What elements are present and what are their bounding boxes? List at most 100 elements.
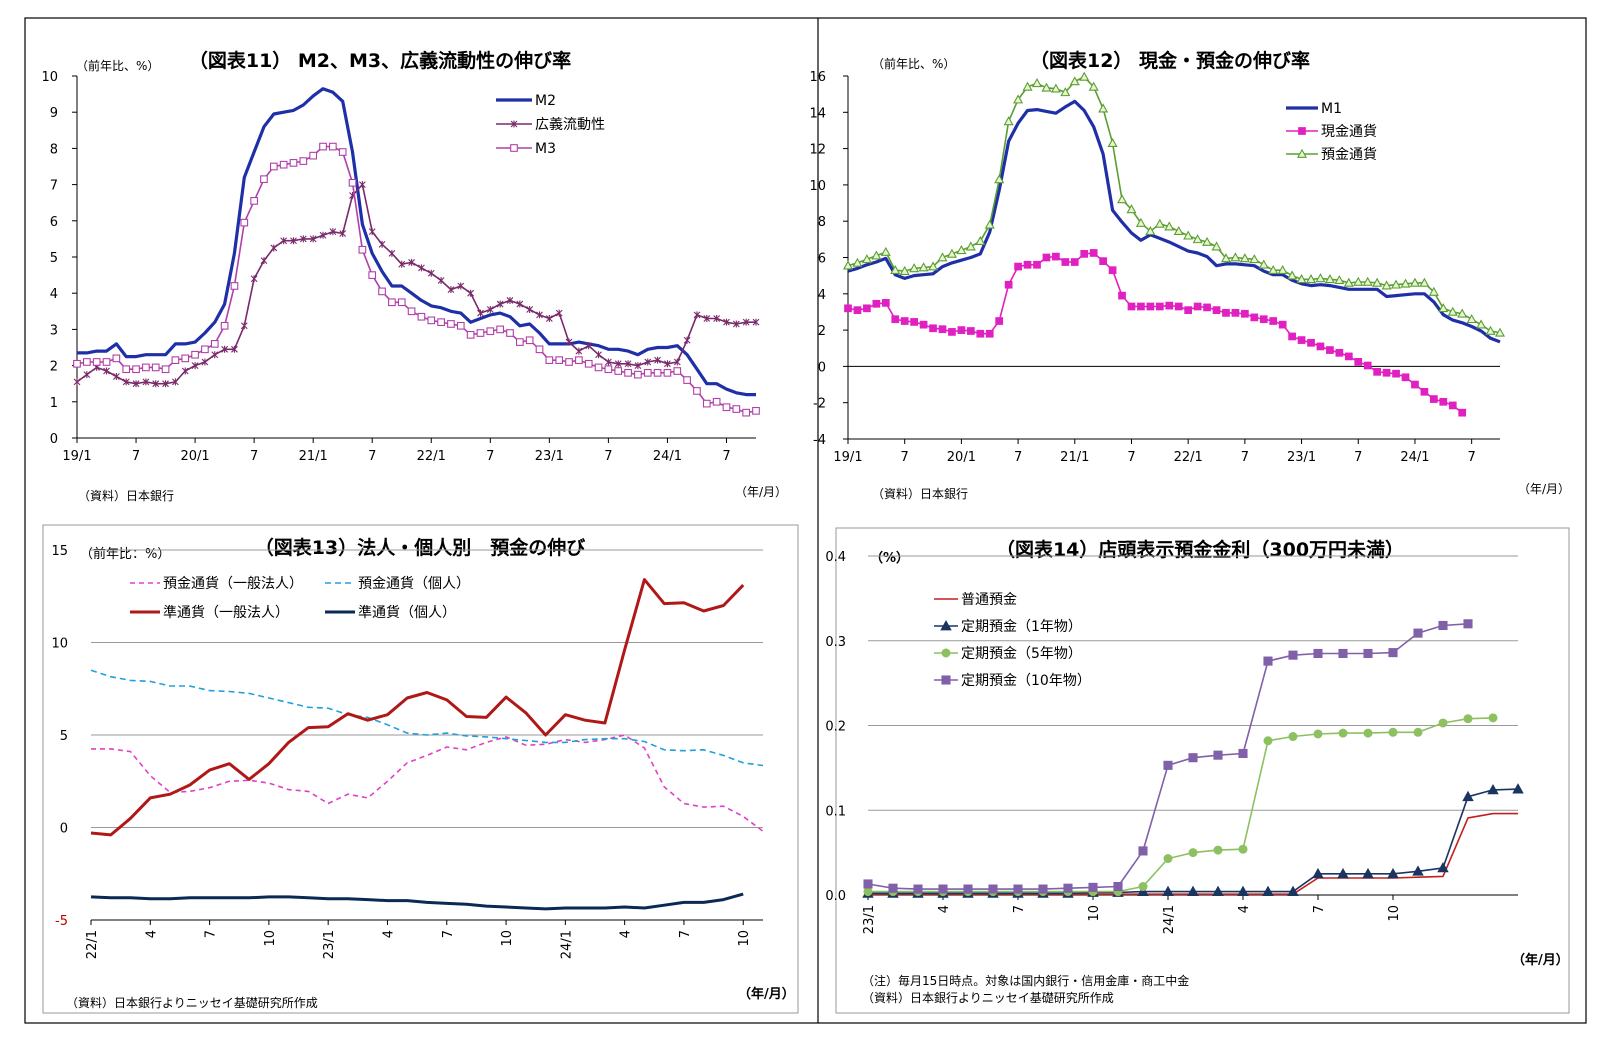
marker-circle xyxy=(1238,844,1248,854)
x-tick-label: 20/1 xyxy=(180,449,209,464)
marker-x xyxy=(280,237,288,245)
x-tick-label: 24/1 xyxy=(559,930,574,959)
marker-square xyxy=(594,363,603,372)
marker-triangle xyxy=(1192,234,1203,244)
y-tick-label: -4 xyxy=(813,433,826,448)
marker-triangle xyxy=(1239,253,1250,263)
marker-x xyxy=(250,275,258,283)
marker-x xyxy=(536,311,543,319)
marker-square xyxy=(1163,760,1173,770)
y-tick-label: 0.4 xyxy=(825,550,846,565)
marker-square xyxy=(358,245,367,254)
marker-square xyxy=(584,359,593,368)
marker-square xyxy=(92,358,101,366)
marker-triangle xyxy=(956,245,967,255)
y-tick-label: -2 xyxy=(813,397,826,412)
x-tick-label: 22/1 xyxy=(417,449,446,464)
x-tick-label: 7 xyxy=(722,449,730,464)
marker-x xyxy=(506,296,514,304)
marker-circle xyxy=(1388,727,1398,737)
marker-square xyxy=(693,387,701,395)
marker-triangle xyxy=(1372,277,1383,287)
marker-x xyxy=(555,309,563,317)
marker-triangle xyxy=(1154,218,1165,228)
marker-x xyxy=(752,318,760,326)
marker-triangle xyxy=(1315,273,1326,283)
marker-square xyxy=(456,321,465,330)
marker-triangle xyxy=(1230,252,1241,262)
marker-square xyxy=(1138,846,1148,856)
marker-x xyxy=(585,342,593,350)
marker-square xyxy=(604,365,613,374)
marker-x xyxy=(299,235,307,243)
marker-triangle xyxy=(899,265,910,275)
marker-square xyxy=(1038,884,1048,894)
marker-square xyxy=(988,884,998,894)
marker-x xyxy=(624,360,632,368)
marker-square xyxy=(1212,306,1221,314)
marker-triangle xyxy=(1447,306,1458,316)
chart-12-title: （図表12） 現金・預金の伸び率 xyxy=(1030,49,1310,72)
marker-triangle xyxy=(1107,137,1118,147)
marker-square xyxy=(872,299,881,308)
marker-square xyxy=(289,159,298,167)
marker-square xyxy=(506,329,514,337)
x-tick-label: 4 xyxy=(619,930,634,938)
marker-triangle xyxy=(1400,278,1411,288)
marker-square xyxy=(900,317,909,325)
x-tick-label: 7 xyxy=(368,449,376,464)
marker-x xyxy=(723,318,730,326)
x-tick-label: 4 xyxy=(144,930,159,938)
marker-square xyxy=(338,148,347,156)
series-line xyxy=(867,623,1469,890)
marker-square xyxy=(1388,648,1398,658)
marker-x xyxy=(191,362,199,370)
marker-square xyxy=(1231,309,1240,317)
marker-square xyxy=(299,157,308,165)
marker-square xyxy=(1288,332,1296,341)
marker-triangle xyxy=(1187,885,1199,896)
chart-13-axes: -5 0 5 10 15 22/1 4 7 10 23/1 4 7 10 24/1 4 7 10 xyxy=(51,544,763,959)
x-tick-label: 24/1 xyxy=(1162,905,1177,934)
marker-square xyxy=(417,312,426,321)
legend-label: M3 xyxy=(535,141,556,157)
marker-circle xyxy=(1288,732,1298,742)
x-tick-label: 7 xyxy=(1241,450,1249,465)
marker-triangle xyxy=(909,263,920,273)
marker-triangle xyxy=(1494,327,1506,337)
marker-triangle xyxy=(1202,236,1213,246)
marker-square xyxy=(643,368,652,377)
marker-x xyxy=(732,320,740,328)
marker-square xyxy=(919,320,928,329)
x-tick-label: 19/1 xyxy=(833,450,862,465)
marker-triangle xyxy=(946,248,957,258)
marker-square xyxy=(663,368,672,377)
marker-square xyxy=(269,162,278,171)
marker-triangle xyxy=(1212,885,1224,896)
marker-square xyxy=(1042,253,1051,262)
marker-square xyxy=(1155,302,1164,311)
y-tick-label: 8 xyxy=(50,142,58,157)
x-tick-label: 23/1 xyxy=(862,905,877,934)
marker-square xyxy=(1089,249,1098,257)
marker-triangle xyxy=(1438,303,1449,313)
x-tick-label: 7 xyxy=(486,449,494,464)
marker-square xyxy=(1118,291,1126,300)
y-tick-label: 5 xyxy=(60,729,68,744)
x-tick-label: 24/1 xyxy=(1400,450,1429,465)
marker-triangle xyxy=(1287,885,1299,896)
marker-triangle xyxy=(1164,221,1175,231)
x-tick-label: 10 xyxy=(1387,905,1402,922)
chart-11-ylabel: （前年比、%） xyxy=(76,58,159,73)
marker-square xyxy=(948,328,956,336)
marker-x xyxy=(339,229,347,237)
marker-x xyxy=(447,286,455,294)
marker-triangle xyxy=(1079,71,1090,81)
marker-square xyxy=(891,315,900,324)
marker-triangle xyxy=(1220,253,1232,263)
marker-square xyxy=(722,403,731,412)
y-tick-label: 8 xyxy=(818,215,826,230)
chart-14-title: （図表14）店頭表示預金金利（300万円未満） xyxy=(996,538,1404,561)
y-tick-label: 0.1 xyxy=(825,804,846,819)
marker-square xyxy=(913,884,923,894)
